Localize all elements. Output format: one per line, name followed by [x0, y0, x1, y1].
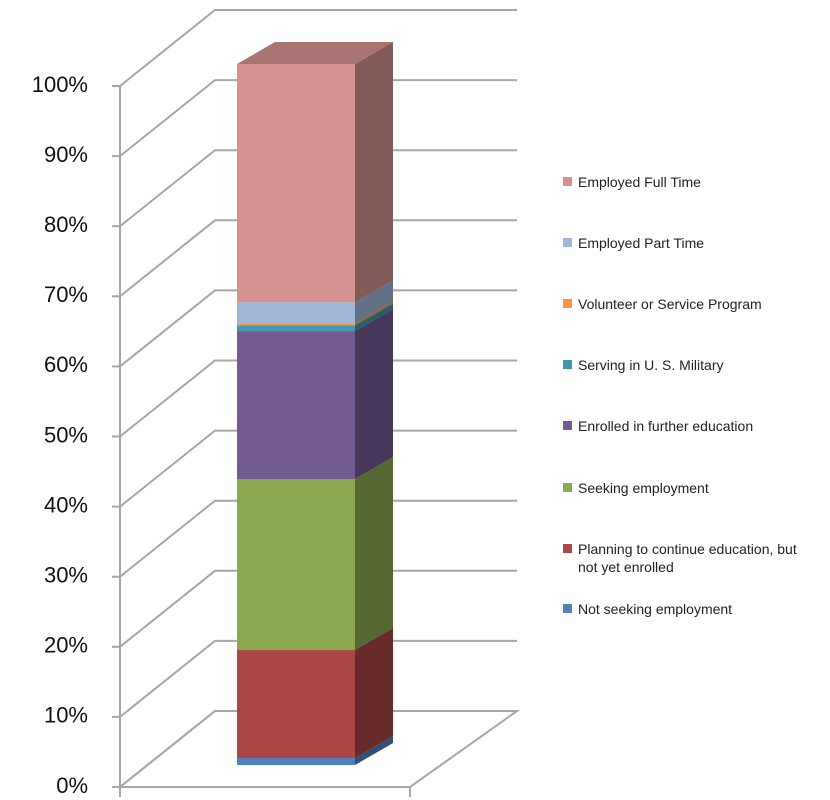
legend-entry: Seeking employment [563, 479, 823, 497]
y-tick-label: 80% [44, 212, 88, 237]
legend-swatch [563, 177, 572, 186]
bar-side [355, 42, 393, 303]
legend-entry: Not seeking employment [563, 600, 823, 618]
bar-side [355, 309, 393, 479]
legend-swatch [563, 299, 572, 308]
bar-side-shade [355, 735, 393, 765]
y-tick-label: 50% [44, 422, 88, 447]
y-tick-label: 0% [56, 773, 88, 798]
bar-segment [237, 325, 355, 332]
bar-side-shade [355, 303, 393, 332]
grid-line [119, 359, 517, 438]
legend-entry: Volunteer or Service Program [563, 295, 823, 313]
legend-entry: Employed Full Time [563, 173, 823, 191]
legend-swatch [563, 238, 572, 247]
grid-line [119, 289, 517, 368]
bar-side-shade [355, 280, 393, 324]
bar-segment [237, 64, 355, 303]
legend-entry: Serving in U. S. Military [563, 356, 823, 374]
bar-segment [237, 302, 355, 324]
bar-segment [237, 331, 355, 479]
grid-line [119, 639, 517, 718]
bar-side-shade [355, 301, 393, 326]
bar-segment [237, 757, 355, 765]
legend-label: Seeking employment [578, 480, 709, 496]
y-tick-label: 30% [44, 563, 88, 588]
legend-label: Employed Part Time [578, 235, 705, 251]
bar-side [355, 303, 393, 332]
y-tick-label: 20% [44, 633, 88, 658]
bar-top [237, 42, 393, 64]
bar-side [355, 628, 393, 758]
legend-label: Not seeking employment [578, 601, 733, 617]
y-tick-label: 60% [44, 352, 88, 377]
legend-swatch [563, 544, 572, 553]
grid-line [119, 219, 517, 298]
legend-label: Enrolled in further education [578, 418, 754, 434]
grid-line [119, 149, 517, 227]
y-tick-label: 100% [32, 72, 88, 97]
legend-swatch [563, 360, 572, 369]
grid-line [119, 499, 517, 578]
y-tick-label: 90% [44, 142, 88, 167]
bar-side [355, 735, 393, 765]
legend-label: Serving in U. S. Military [578, 357, 724, 373]
grid-line [119, 429, 517, 508]
bar-segment [237, 323, 355, 326]
legend-entry: Planning to continue education, but not … [563, 540, 823, 576]
legend-label: Planning to continue education, but not … [578, 541, 797, 575]
bar-top-shade [237, 42, 393, 64]
legend-swatch [563, 483, 572, 492]
bar-side [355, 301, 393, 326]
grid-line [119, 9, 517, 87]
grid-line [119, 710, 517, 788]
bar-side-shade [355, 309, 393, 479]
legend-entry: Enrolled in further education [563, 417, 823, 435]
grid-line [119, 79, 517, 157]
bar-side-shade [355, 628, 393, 758]
legend-swatch [563, 604, 572, 613]
legend-label: Volunteer or Service Program [578, 296, 762, 312]
y-tick-label: 10% [44, 703, 88, 728]
bar-side [355, 280, 393, 324]
bar-side-shade [355, 456, 393, 651]
bar-segment [237, 650, 355, 758]
bar-side [355, 456, 393, 651]
y-tick-label: 70% [44, 282, 88, 307]
bar-side-shade [355, 42, 393, 303]
legend-label: Employed Full Time [578, 174, 701, 190]
grid-line [119, 569, 517, 648]
legend-swatch [563, 421, 572, 430]
bar-segment [237, 478, 355, 651]
y-tick-label: 40% [44, 492, 88, 517]
legend-entry: Employed Part Time [563, 234, 823, 252]
